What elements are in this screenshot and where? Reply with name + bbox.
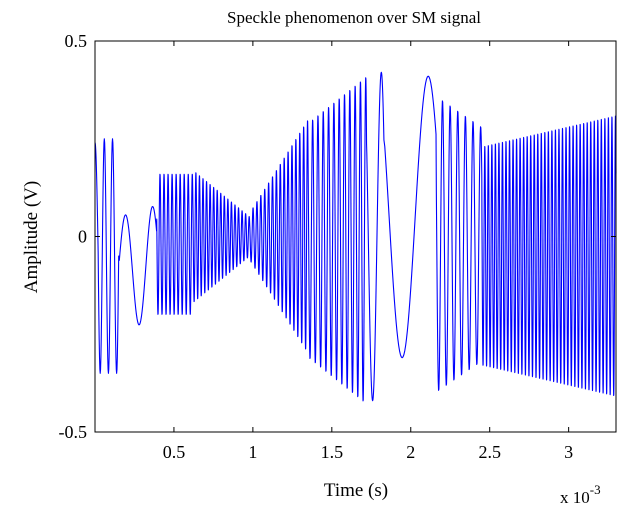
- y-tick-label: 0.5: [65, 31, 88, 51]
- y-axis-label: Amplitude (V): [21, 181, 42, 293]
- y-tick-label: 0: [78, 227, 87, 247]
- chart-title: Speckle phenomenon over SM signal: [227, 8, 481, 27]
- x-tick-label: 1: [248, 442, 257, 462]
- y-tick-label: -0.5: [59, 422, 88, 442]
- x-tick-label: 3: [564, 442, 573, 462]
- plot-area: 0.5 1 1.5 2 2.5 3 -0.5 0 0.5: [59, 31, 617, 462]
- x-tick-label: 2: [406, 442, 415, 462]
- y-ticks: -0.5 0 0.5: [59, 31, 616, 442]
- x-tick-label: 1.5: [321, 442, 344, 462]
- x-tick-label: 0.5: [163, 442, 186, 462]
- x-scale-multiplier: x 10-3: [560, 482, 601, 507]
- x-scale-exponent: -3: [590, 482, 601, 497]
- x-axis-label: Time (s): [324, 480, 388, 501]
- signal-line: [94, 71, 617, 402]
- x-tick-label: 2.5: [478, 442, 501, 462]
- x-scale-base: x 10: [560, 488, 590, 507]
- x-ticks: 0.5 1 1.5 2 2.5 3: [163, 41, 573, 462]
